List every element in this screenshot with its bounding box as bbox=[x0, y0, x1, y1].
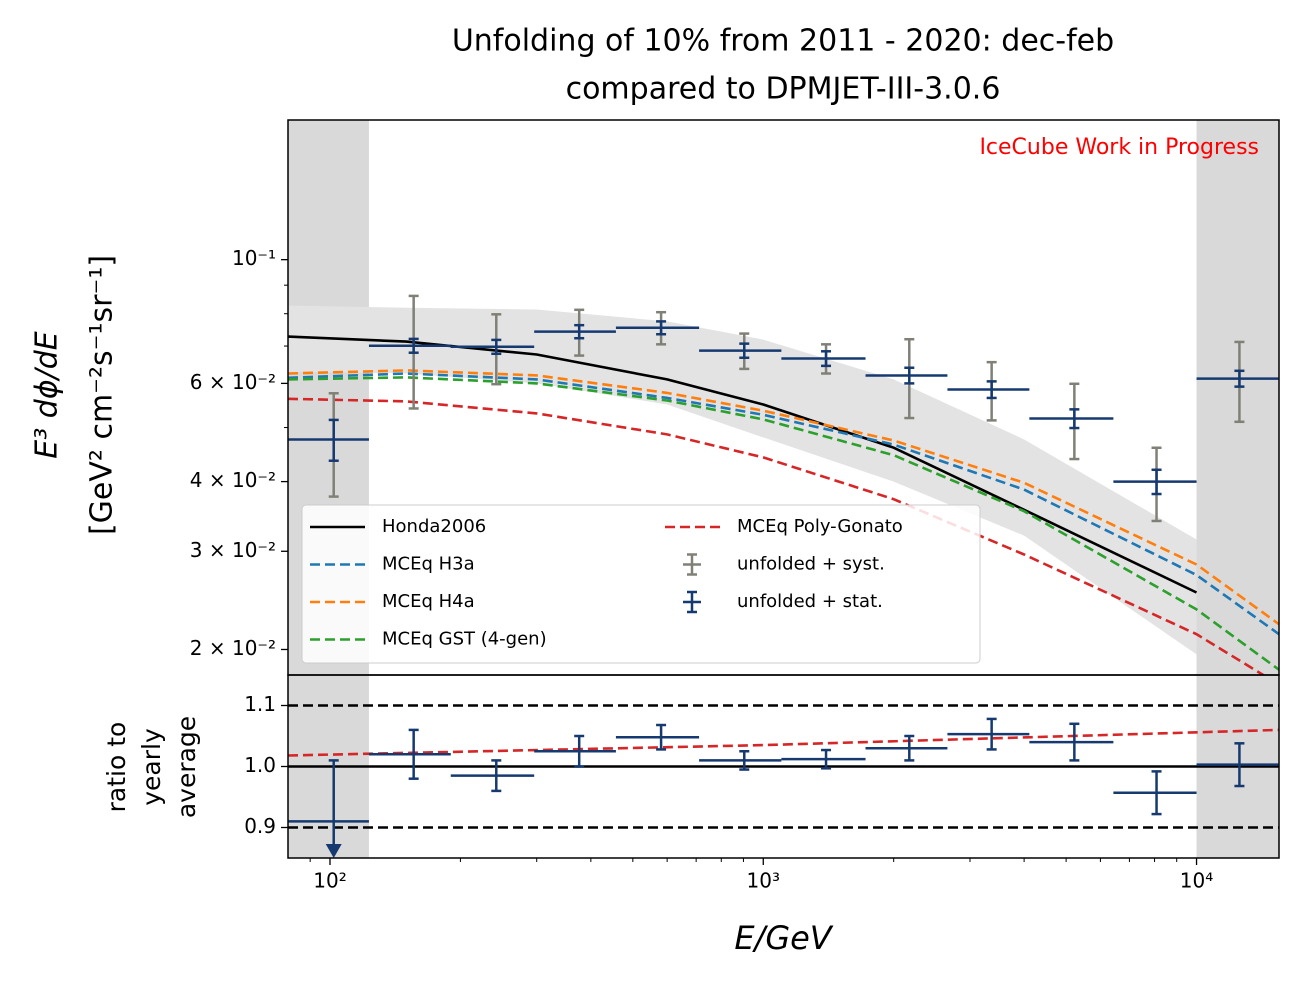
chart-title: compared to DPMJET-III-3.0.6 bbox=[566, 72, 1001, 107]
plot-area bbox=[288, 675, 1279, 858]
model-curve bbox=[288, 369, 1279, 626]
y-tick-label: 1.0 bbox=[244, 753, 276, 777]
x-axis-label: E/GeV bbox=[734, 919, 833, 957]
y-tick-label: 3 × 10⁻² bbox=[190, 538, 276, 562]
model-curve bbox=[288, 335, 1198, 594]
annotation: IceCube Work in Progress bbox=[979, 135, 1259, 160]
y-axis-label: [GeV² cm⁻²s⁻¹sr⁻¹] bbox=[85, 255, 120, 535]
limit-arrow bbox=[325, 844, 342, 858]
y-tick-label: 2 × 10⁻² bbox=[190, 636, 276, 660]
legend-label: MCEq H4a bbox=[382, 591, 475, 612]
plot-area bbox=[288, 120, 1279, 675]
y-axis-label: E³ dϕ/dE bbox=[30, 331, 65, 459]
y-axis-label: yearly bbox=[137, 728, 166, 806]
y-tick-label: 10⁻¹ bbox=[232, 246, 276, 270]
legend-label: unfolded + stat. bbox=[737, 591, 883, 612]
legend-label: MCEq H3a bbox=[382, 554, 475, 575]
y-tick-label: 0.9 bbox=[244, 814, 276, 838]
chart-title: Unfolding of 10% from 2011 - 2020: dec-f… bbox=[452, 24, 1114, 59]
x-tick-label: 10² bbox=[313, 869, 346, 893]
y-axis-label: ratio to bbox=[102, 722, 131, 813]
ratio-curve bbox=[288, 728, 1279, 757]
y-tick-label: 1.1 bbox=[244, 692, 276, 716]
legend-box bbox=[301, 504, 981, 664]
legend-label: MCEq GST (4-gen) bbox=[382, 629, 547, 650]
legend-label: Honda2006 bbox=[382, 516, 486, 537]
x-tick-label: 10³ bbox=[747, 869, 780, 893]
excluded-region bbox=[1196, 120, 1279, 675]
x-tick-label: 10⁴ bbox=[1180, 869, 1213, 893]
legend-label: MCEq Poly-Gonato bbox=[737, 516, 903, 537]
model-curve bbox=[288, 376, 1279, 671]
y-tick-label: 6 × 10⁻² bbox=[190, 370, 276, 394]
model-curve bbox=[288, 372, 1279, 636]
y-tick-label: 4 × 10⁻² bbox=[190, 468, 276, 492]
model-curve bbox=[288, 397, 1266, 675]
y-axis-label: average bbox=[172, 716, 201, 818]
legend-label: unfolded + syst. bbox=[737, 554, 885, 575]
